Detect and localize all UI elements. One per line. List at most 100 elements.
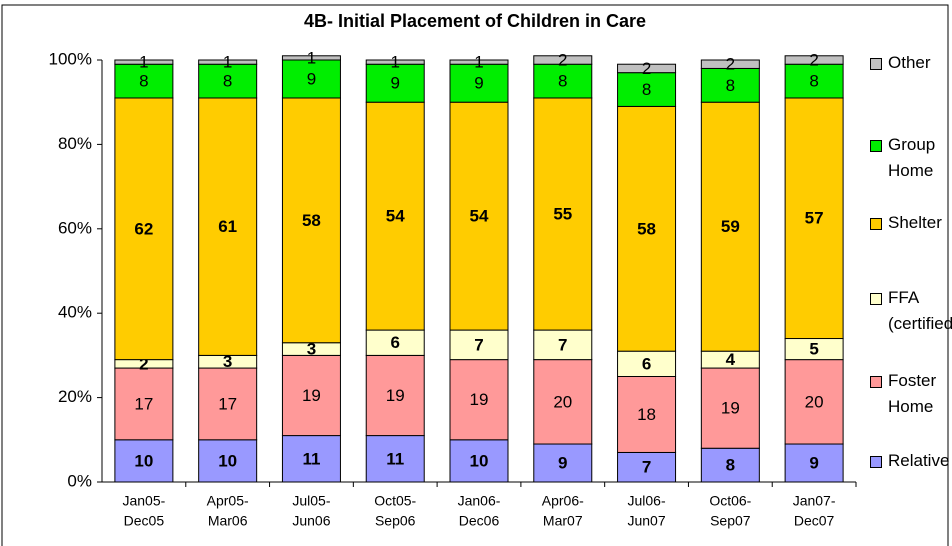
- bar-segment: [533, 329, 593, 361]
- bar-segment: [700, 101, 760, 352]
- x-tick-label: Mar07: [543, 513, 583, 529]
- x-tick-label: Jan06-: [458, 493, 501, 509]
- bar-segment: [533, 359, 593, 445]
- data-label: 8: [726, 456, 735, 475]
- bar-segment: [198, 367, 258, 441]
- data-label: 11: [302, 449, 320, 468]
- data-label: 54: [470, 207, 489, 226]
- data-label: 10: [134, 451, 153, 470]
- data-label: 1: [139, 53, 148, 72]
- y-tick-label: 40%: [58, 303, 92, 322]
- data-label: 7: [558, 335, 567, 354]
- bar-segment: [281, 59, 341, 99]
- data-label: 9: [809, 453, 818, 472]
- data-label: 19: [386, 386, 405, 405]
- bar-segment: [449, 63, 509, 103]
- x-tick-label: Oct06-: [709, 493, 751, 509]
- bar-segment: [365, 59, 425, 65]
- legend-item: FFA (certified): [870, 285, 952, 337]
- data-label: 8: [809, 72, 818, 91]
- data-label: 7: [474, 335, 483, 354]
- bar-segment: [617, 451, 677, 483]
- bar-segment: [784, 97, 844, 340]
- data-label: 17: [218, 394, 237, 413]
- x-tick-label: Sep06: [375, 513, 416, 529]
- data-label: 2: [809, 50, 818, 69]
- x-tick-label: Apr06-: [542, 493, 584, 509]
- bar-segment: [533, 55, 593, 65]
- x-tick-label: Sep07: [710, 513, 751, 529]
- bar-segment: [365, 101, 425, 331]
- data-label: 19: [302, 386, 321, 405]
- data-label: 1: [223, 53, 232, 72]
- legend-label: Shelter: [888, 213, 942, 232]
- legend-swatch: [870, 456, 882, 468]
- bar-segment: [449, 329, 509, 361]
- data-label: 54: [386, 207, 405, 226]
- bar-segment: [114, 367, 174, 441]
- x-tick-label: Jun06: [292, 513, 330, 529]
- legend-item: Foster Home: [870, 368, 952, 420]
- data-label: 2: [558, 50, 567, 69]
- x-tick-label: Jul05-: [292, 493, 330, 509]
- data-label: 11: [386, 449, 404, 468]
- bar-segment: [617, 376, 677, 453]
- x-tick-label: Jan05-: [122, 493, 165, 509]
- bar-segment: [198, 97, 258, 356]
- y-tick-label: 20%: [58, 387, 92, 406]
- data-label: 62: [134, 219, 153, 238]
- data-label: 17: [134, 394, 153, 413]
- data-label: 9: [307, 69, 316, 88]
- data-label: 61: [218, 217, 237, 236]
- legend-item: Relative: [870, 448, 952, 474]
- legend-swatch: [870, 376, 882, 388]
- x-tick-label: Oct05-: [374, 493, 416, 509]
- data-label: 18: [637, 405, 656, 424]
- bar-segment: [365, 63, 425, 103]
- data-label: 5: [809, 340, 818, 359]
- legend-label: Group Home: [888, 135, 936, 180]
- legend-label: FFA (certified): [888, 288, 952, 333]
- data-label: 4: [726, 350, 736, 369]
- bar-segment: [449, 359, 509, 441]
- data-label: 2: [139, 354, 148, 373]
- data-label: 8: [558, 72, 567, 91]
- bar-segment: [784, 63, 844, 99]
- data-label: 3: [307, 340, 316, 359]
- data-label: 1: [307, 48, 316, 67]
- bar-segment: [281, 354, 341, 437]
- bar-segment: [365, 435, 425, 483]
- x-tick-label: Jul06-: [627, 493, 665, 509]
- legend-item: Shelter: [870, 210, 952, 236]
- bar-segment: [449, 439, 509, 483]
- data-label: 2: [726, 55, 735, 74]
- x-tick-label: Mar06: [208, 513, 248, 529]
- data-label: 20: [553, 392, 572, 411]
- data-label: 6: [390, 333, 399, 352]
- legend-label: Relative: [888, 451, 950, 470]
- x-tick-label: Jun07: [627, 513, 665, 529]
- data-label: 9: [474, 74, 483, 93]
- data-label: 10: [218, 451, 237, 470]
- legend-swatch: [870, 140, 882, 152]
- bar-segment: [449, 101, 509, 331]
- bar-segment: [617, 63, 677, 74]
- bar-segment: [365, 329, 425, 356]
- chart-title: 4B- Initial Placement of Children in Car…: [304, 11, 646, 31]
- bar-segment: [533, 97, 593, 331]
- data-label: 1: [390, 53, 399, 72]
- bar-segment: [700, 447, 760, 483]
- legend-swatch: [870, 218, 882, 230]
- y-tick-label: 80%: [58, 134, 92, 153]
- bar-segment: [617, 350, 677, 377]
- bar-segment: [449, 59, 509, 65]
- data-label: 19: [470, 390, 489, 409]
- legend-item: Group Home: [870, 132, 952, 184]
- data-label: 9: [390, 74, 399, 93]
- data-label: 55: [553, 205, 572, 224]
- x-tick-label: Dec06: [459, 513, 500, 529]
- bar-segment: [281, 55, 341, 61]
- bar-segment: [114, 59, 174, 65]
